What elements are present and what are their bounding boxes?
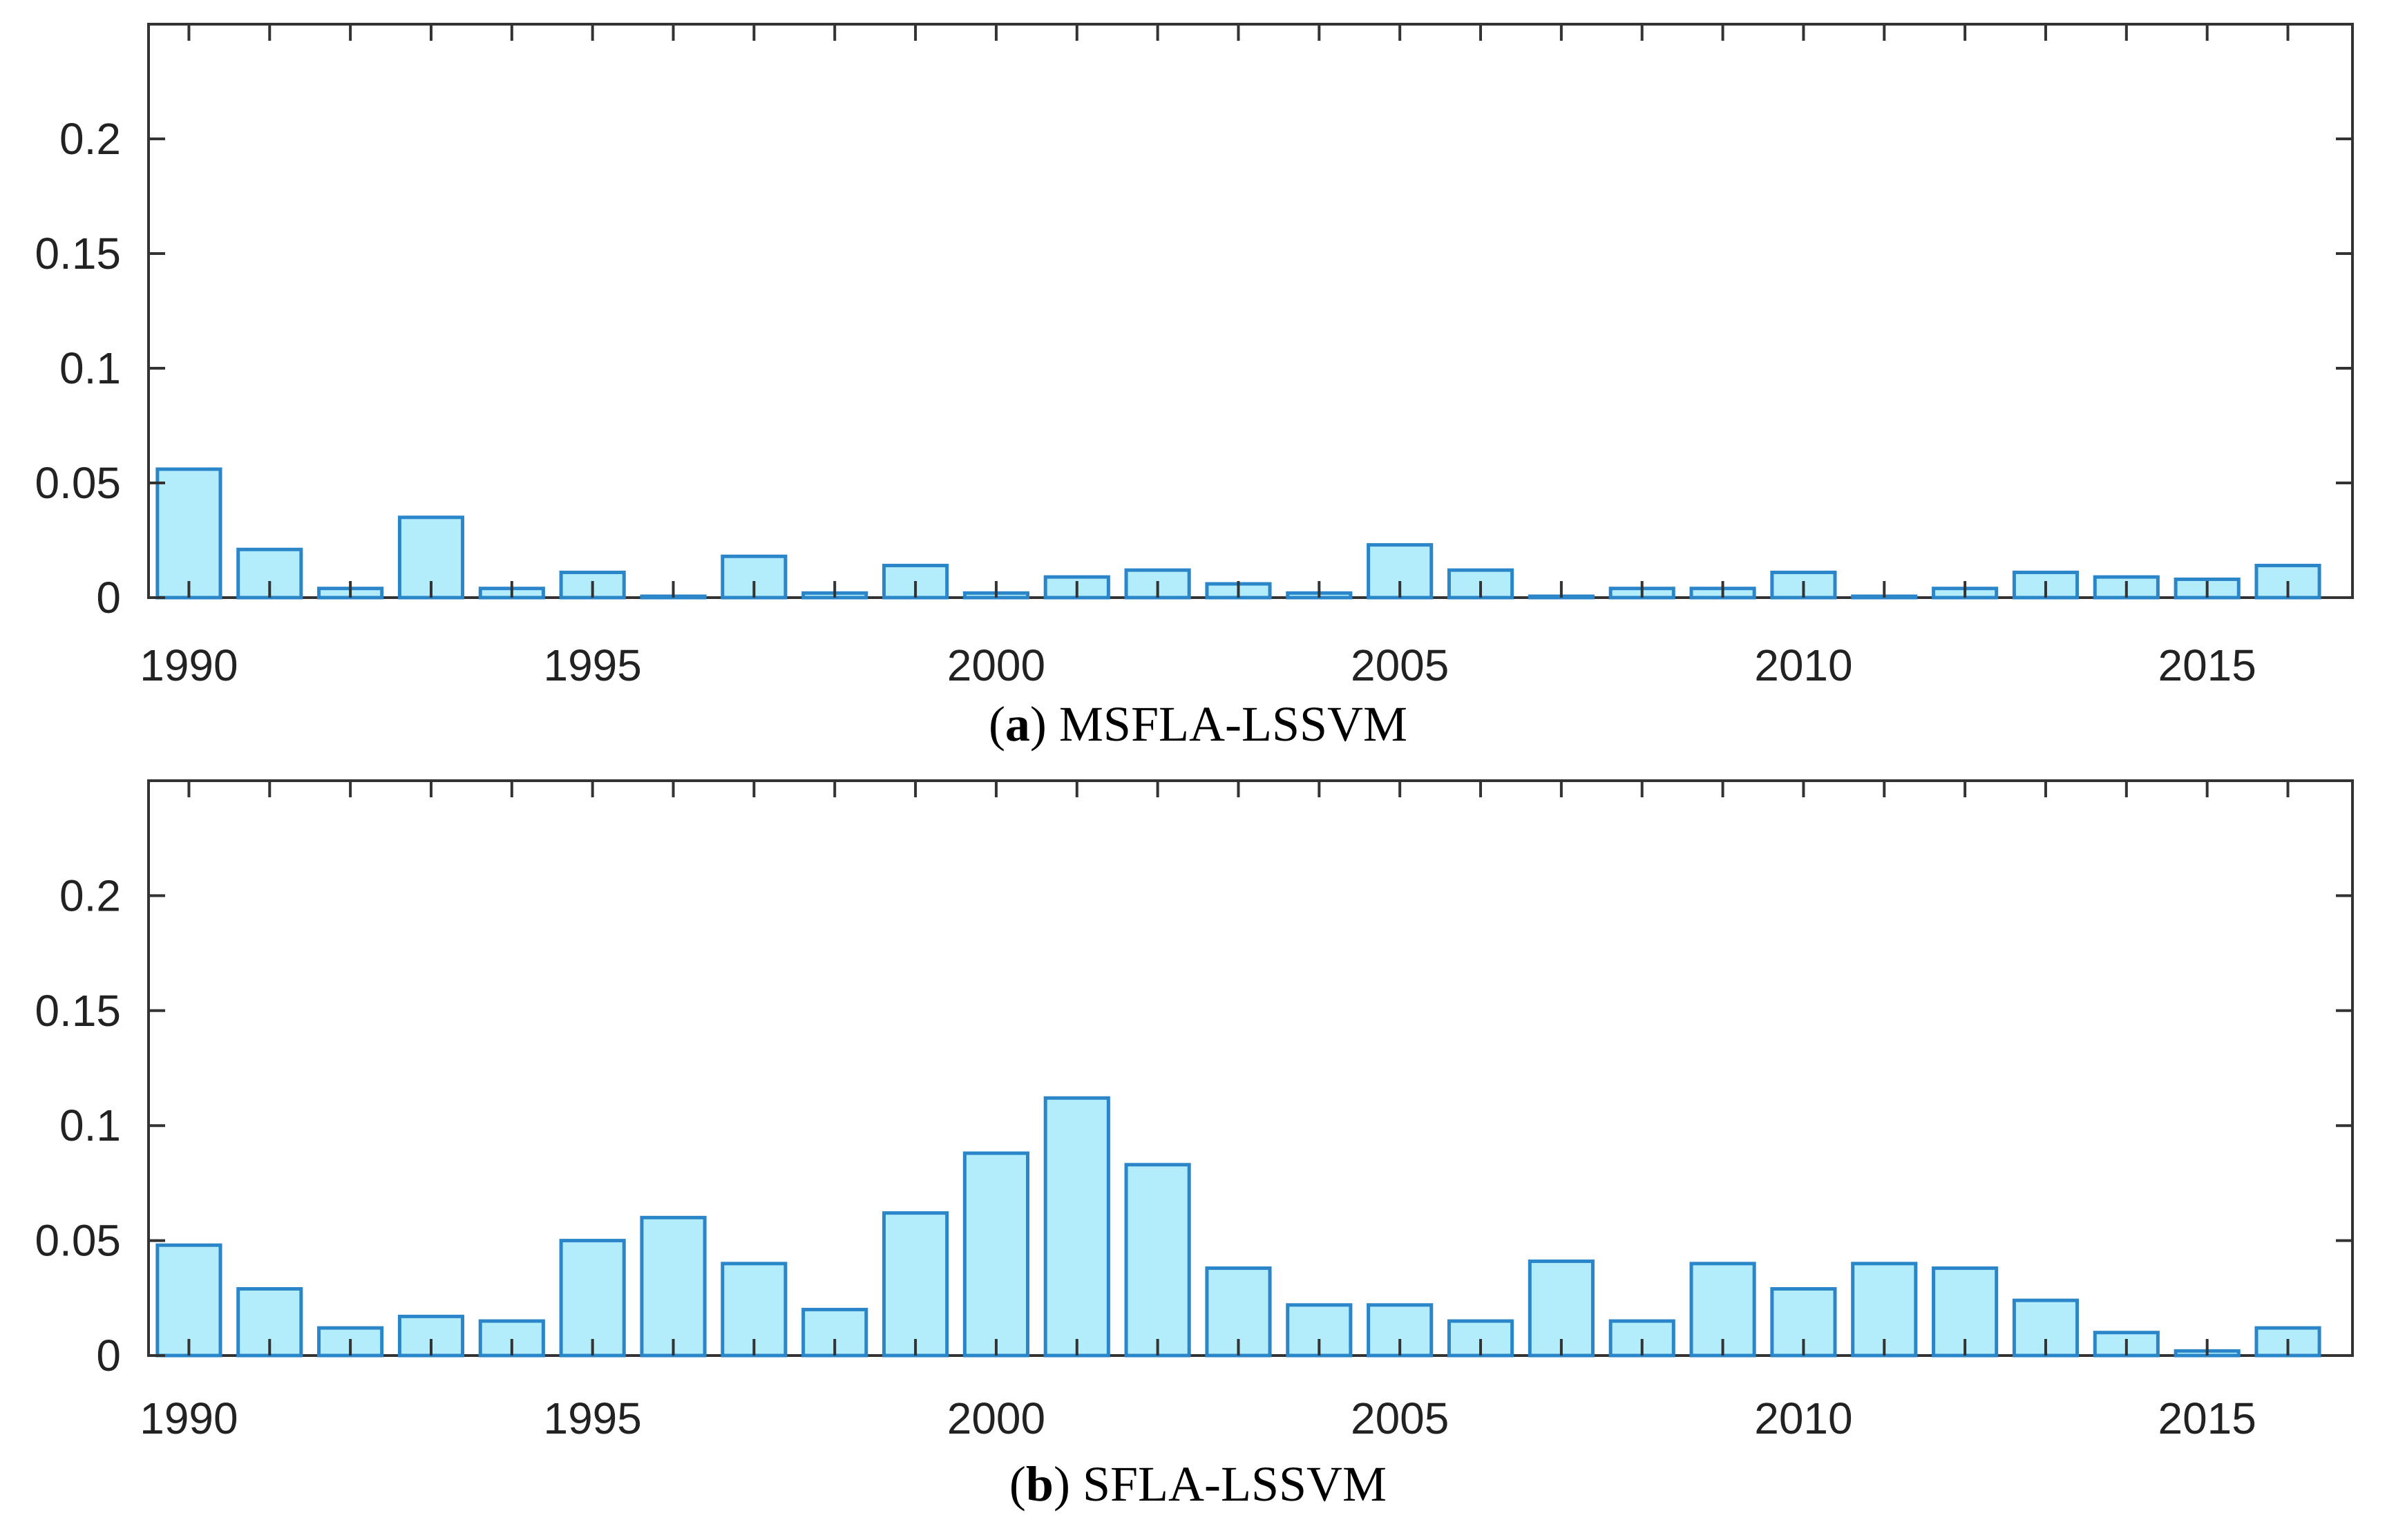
bar-b-1996: [640, 1215, 707, 1358]
ytick-label-a-2: 0.1: [59, 343, 121, 393]
chart-panel-b: 0 0.05 0.1 0.15 0.2 1990 1995 2000 2005 2010 2015: [35, 779, 2354, 1443]
xtick-label-b-2005: 2005: [1351, 1394, 1449, 1443]
xtick-label-a-2015: 2015: [2158, 640, 2256, 690]
bar-b-1999: [882, 1211, 949, 1358]
bar-b-1995: [559, 1239, 626, 1358]
plot-frame-a: [147, 23, 2354, 599]
ytick-label-b-4: 0.2: [59, 871, 121, 920]
bar-b-2001: [1043, 1096, 1110, 1358]
bar-b-2002: [1124, 1163, 1191, 1358]
bar-b-2010: [1770, 1286, 1837, 1358]
ytick-label-b-1: 0.05: [35, 1216, 121, 1266]
caption-b-letter: b: [1025, 1456, 1054, 1512]
ytick-label-b-0: 0: [96, 1331, 121, 1380]
ytick-label-a-0: 0: [96, 573, 121, 622]
xtick-label-a-2000: 2000: [947, 640, 1045, 690]
ytick-label-b-2: 0.1: [59, 1101, 121, 1150]
xtick-label-b-2000: 2000: [947, 1394, 1045, 1443]
chart-panel-a: 0 0.05 0.1 0.15 0.2 1990 1995 2000 2005 2010 2015: [35, 23, 2354, 690]
bar-b-2000: [962, 1151, 1029, 1358]
xtick-label-a-1990: 1990: [140, 640, 238, 690]
caption-b: (b) SFLA-LSSVM: [1009, 1456, 1387, 1512]
xtick-label-a-1995: 1995: [543, 640, 641, 690]
caption-a-title: MSFLA-LSSVM: [1058, 696, 1408, 752]
xtick-label-b-1990: 1990: [140, 1394, 238, 1443]
ytick-label-a-3: 0.15: [35, 229, 121, 278]
xtick-label-b-2010: 2010: [1754, 1394, 1852, 1443]
caption-a-letter: a: [1005, 696, 1030, 752]
ytick-label-b-3: 0.15: [35, 986, 121, 1036]
xtick-label-a-2010: 2010: [1754, 640, 1852, 690]
caption-b-title: SFLA-LSSVM: [1082, 1456, 1387, 1512]
ytick-label-a-4: 0.2: [59, 114, 121, 164]
ytick-label-a-1: 0.05: [35, 458, 121, 508]
xtick-label-a-2005: 2005: [1351, 640, 1449, 690]
bar-a-1990: [155, 467, 222, 600]
caption-a: (a) MSFLA-LSSVM: [988, 696, 1408, 752]
xtick-label-b-1995: 1995: [543, 1394, 641, 1443]
xtick-label-b-2015: 2015: [2158, 1394, 2256, 1443]
